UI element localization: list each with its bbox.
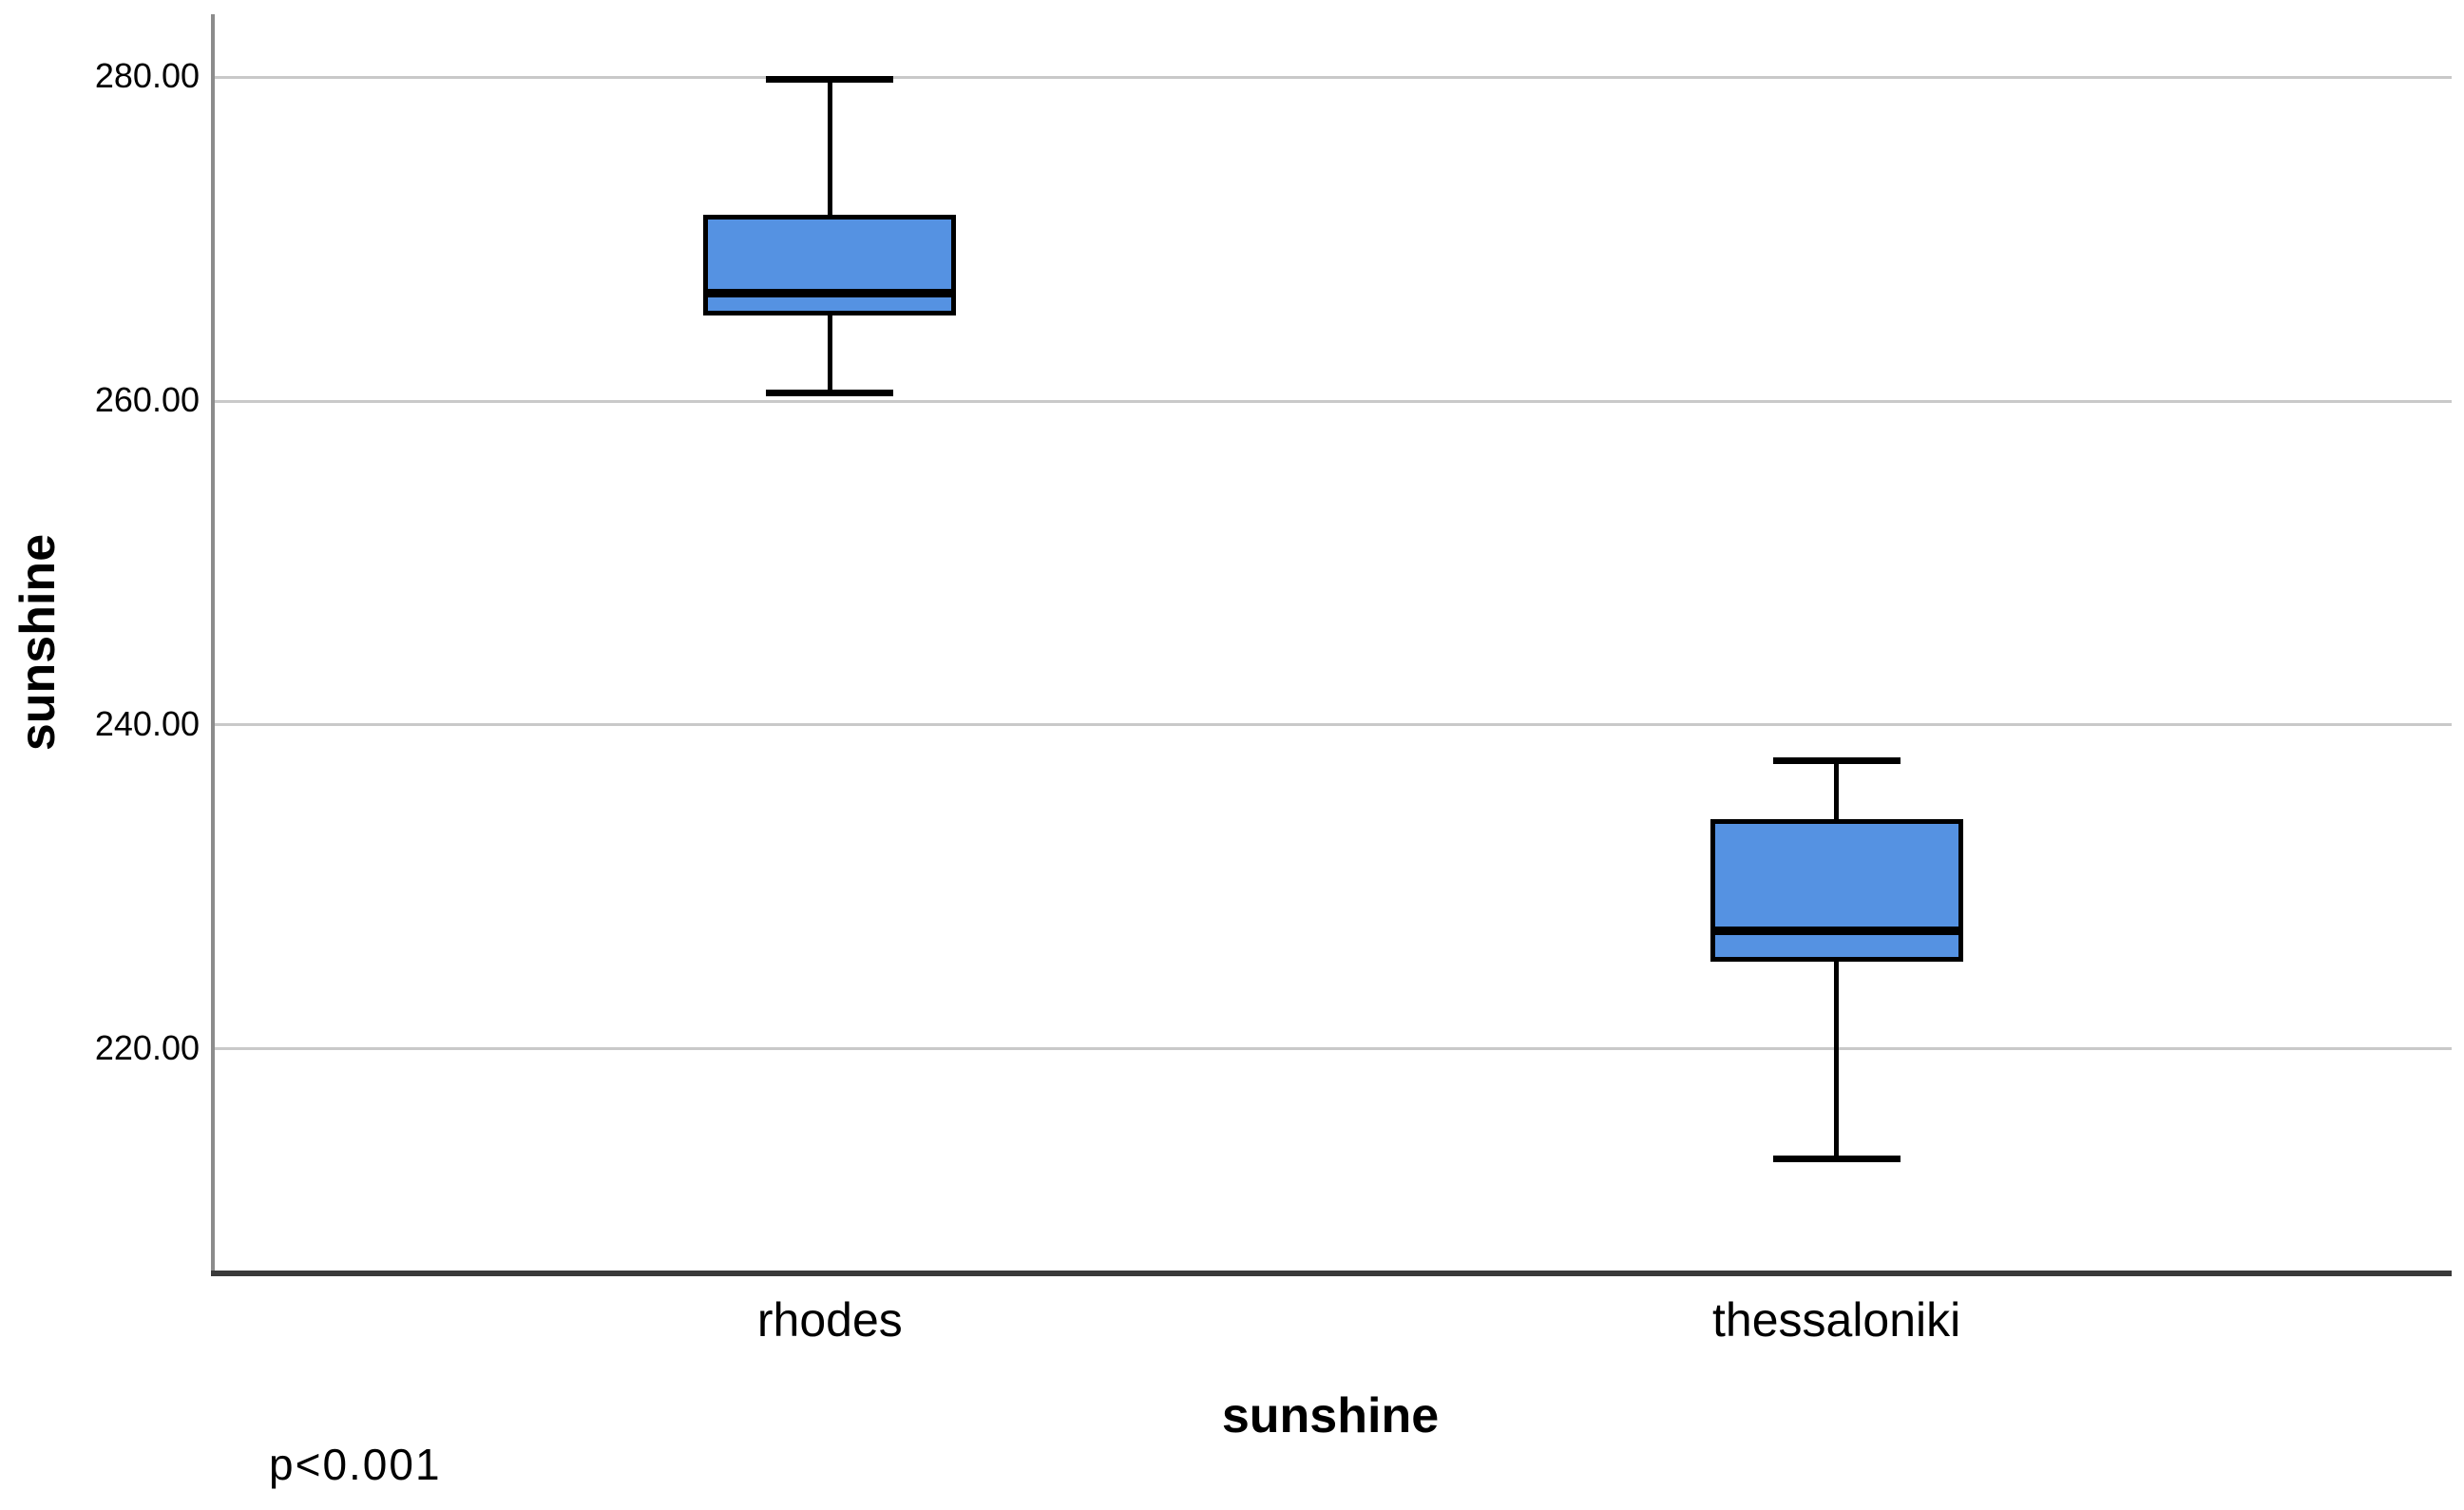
y-gridline xyxy=(215,723,2452,727)
y-axis-spine xyxy=(211,14,215,1271)
x-axis-spine xyxy=(211,1271,2452,1276)
category-label: rhodes xyxy=(756,1293,903,1347)
y-tick-label: 260.00 xyxy=(94,380,200,420)
whisker-cap-top xyxy=(766,75,894,83)
x-axis-title: sunshine xyxy=(1221,1388,1440,1443)
y-gridline xyxy=(215,1047,2452,1051)
y-gridline xyxy=(215,399,2452,403)
y-tick-label: 280.00 xyxy=(94,56,200,96)
y-axis-title: sunshine xyxy=(10,533,66,752)
median-line xyxy=(1710,926,1963,935)
y-tick-label: 240.00 xyxy=(94,703,200,743)
category-label: thessaloniki xyxy=(1712,1293,1961,1347)
whisker-cap-bottom xyxy=(766,390,894,397)
whisker-cap-top xyxy=(1772,756,1901,764)
y-tick-label: 220.00 xyxy=(94,1027,200,1067)
box xyxy=(1710,818,1963,962)
median-line xyxy=(703,288,957,297)
plot-area xyxy=(215,14,2452,1271)
p-value-annotation: p<0.001 xyxy=(269,1440,442,1489)
whisker-cap-bottom xyxy=(1772,1155,1901,1162)
y-gridline xyxy=(215,75,2452,79)
box xyxy=(703,215,957,315)
